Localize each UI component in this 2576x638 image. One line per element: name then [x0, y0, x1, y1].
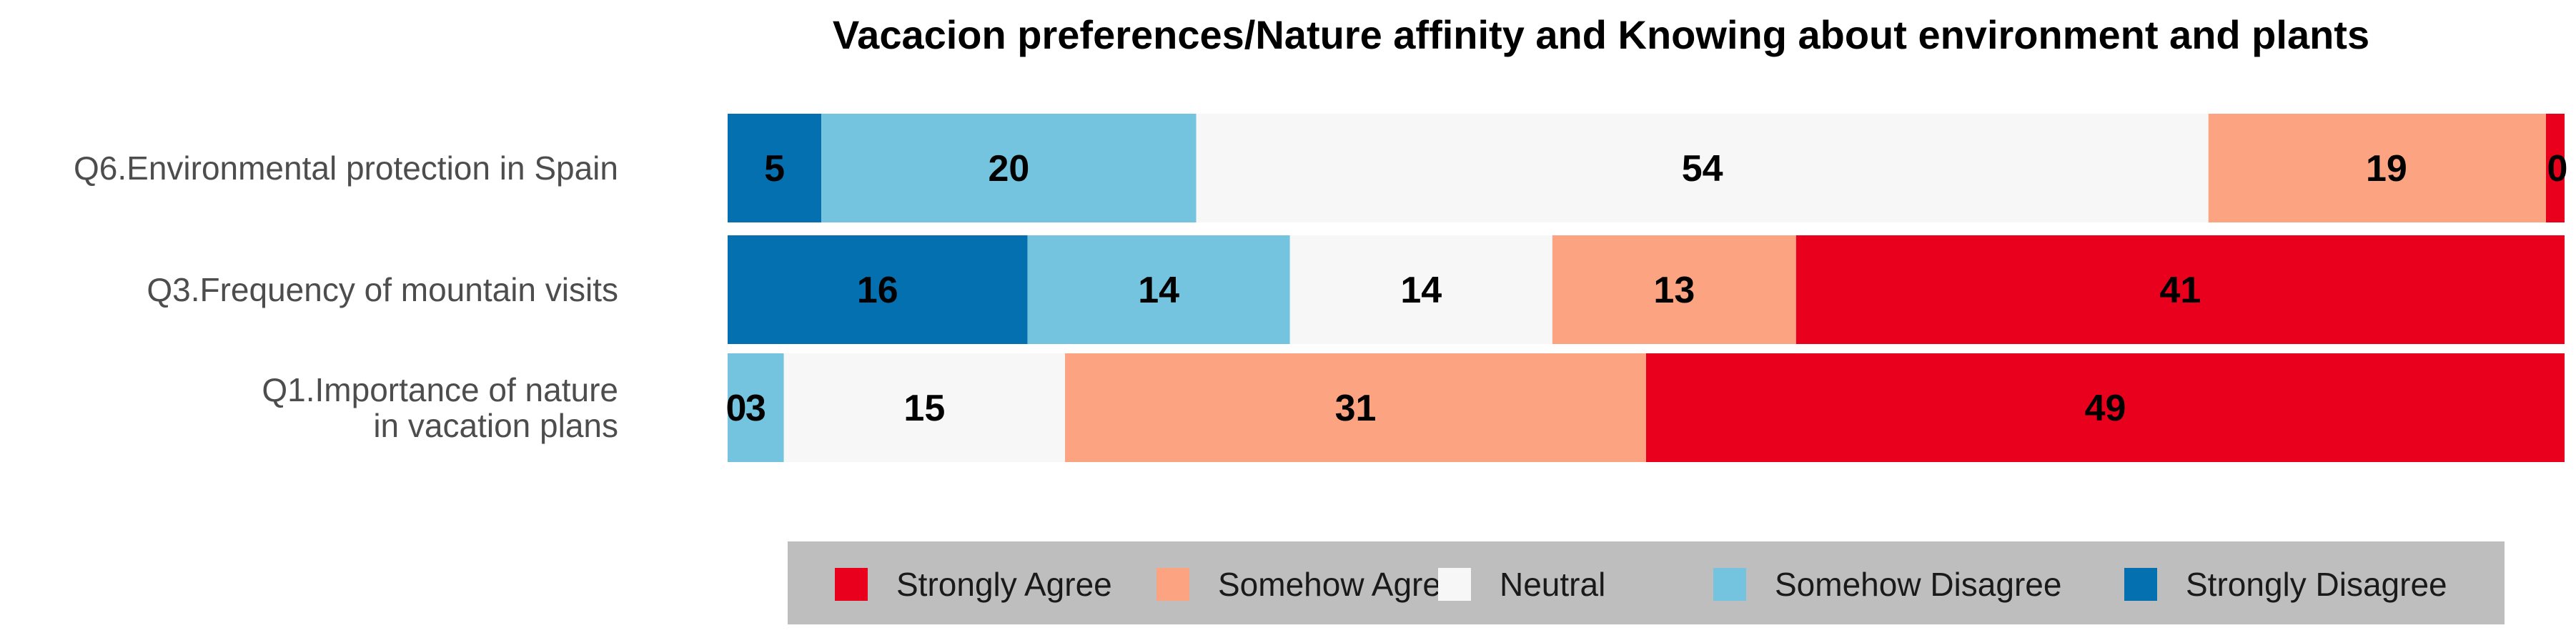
bar-segment-somehow-agree — [1552, 235, 1796, 344]
legend-background — [788, 541, 2505, 624]
legend-swatch-strongly-disagree — [2124, 568, 2157, 601]
legend-label-strongly-agree: Strongly Agree — [896, 566, 1112, 603]
data-label: 14 — [1138, 270, 1179, 311]
bar-segment-somehow-disagree — [1027, 235, 1290, 344]
legend-label-strongly-disagree: Strongly Disagree — [2186, 566, 2447, 603]
legend-label-somehow-agree: Somehow Agree — [1218, 566, 1460, 603]
legend-swatch-strongly-agree — [835, 568, 868, 601]
data-label: 16 — [857, 270, 898, 311]
data-label: 15 — [903, 388, 945, 429]
legend-label-neutral: Neutral — [1500, 566, 1605, 603]
category-label: Q3.Frequency of mountain visits — [147, 271, 618, 308]
category-label: Q6.Environmental protection in Spain — [74, 149, 618, 187]
legend: Strongly Agree Somehow Agree Neutral Someho… — [788, 541, 2505, 624]
bar-segment-neutral — [1289, 235, 1552, 344]
bar-segment-somehow-agree — [2208, 114, 2565, 222]
bar-segment-strongly-agree — [1646, 353, 2565, 462]
legend-swatch-neutral — [1438, 568, 1471, 601]
data-label: 14 — [1400, 270, 1442, 311]
category-labels: Q6.Environmental protection in Spain Q3.F… — [74, 149, 618, 444]
bar-segment-strongly-agree — [2546, 114, 2565, 222]
category-label: Q1.Importance of nature — [262, 371, 618, 408]
legend-swatch-somehow-agree — [1156, 568, 1189, 601]
bar-segment-neutral — [783, 353, 1066, 462]
data-label: 5 — [764, 148, 785, 190]
data-label: 0 — [2547, 148, 2568, 190]
bar-segment-strongly-disagree — [728, 235, 1028, 344]
data-label: 31 — [1335, 388, 1377, 429]
bar-segment-somehow-disagree — [728, 353, 784, 462]
legend-label-somehow-disagree: Somehow Disagree — [1775, 566, 2061, 603]
data-label: 19 — [2366, 148, 2407, 190]
bar-segment-somehow-disagree — [821, 114, 1197, 222]
bar-segment-strongly-disagree — [728, 114, 822, 222]
bar-segment-somehow-agree — [1065, 353, 1646, 462]
data-label: 0 — [726, 388, 747, 429]
data-label: 20 — [988, 148, 1029, 190]
data-label: 49 — [2085, 388, 2126, 429]
data-label: 54 — [1682, 148, 1723, 190]
bar-segment-strongly-agree — [1795, 235, 2565, 344]
data-label: 13 — [1653, 270, 1695, 311]
data-label: 3 — [745, 388, 766, 429]
bar-segment-neutral — [1196, 114, 2209, 222]
data-label: 41 — [2159, 270, 2201, 311]
category-label: in vacation plans — [373, 407, 618, 444]
legend-swatch-somehow-disagree — [1713, 568, 1746, 601]
chart-title: Vacacion preferences/Nature affinity and… — [833, 12, 2369, 57]
